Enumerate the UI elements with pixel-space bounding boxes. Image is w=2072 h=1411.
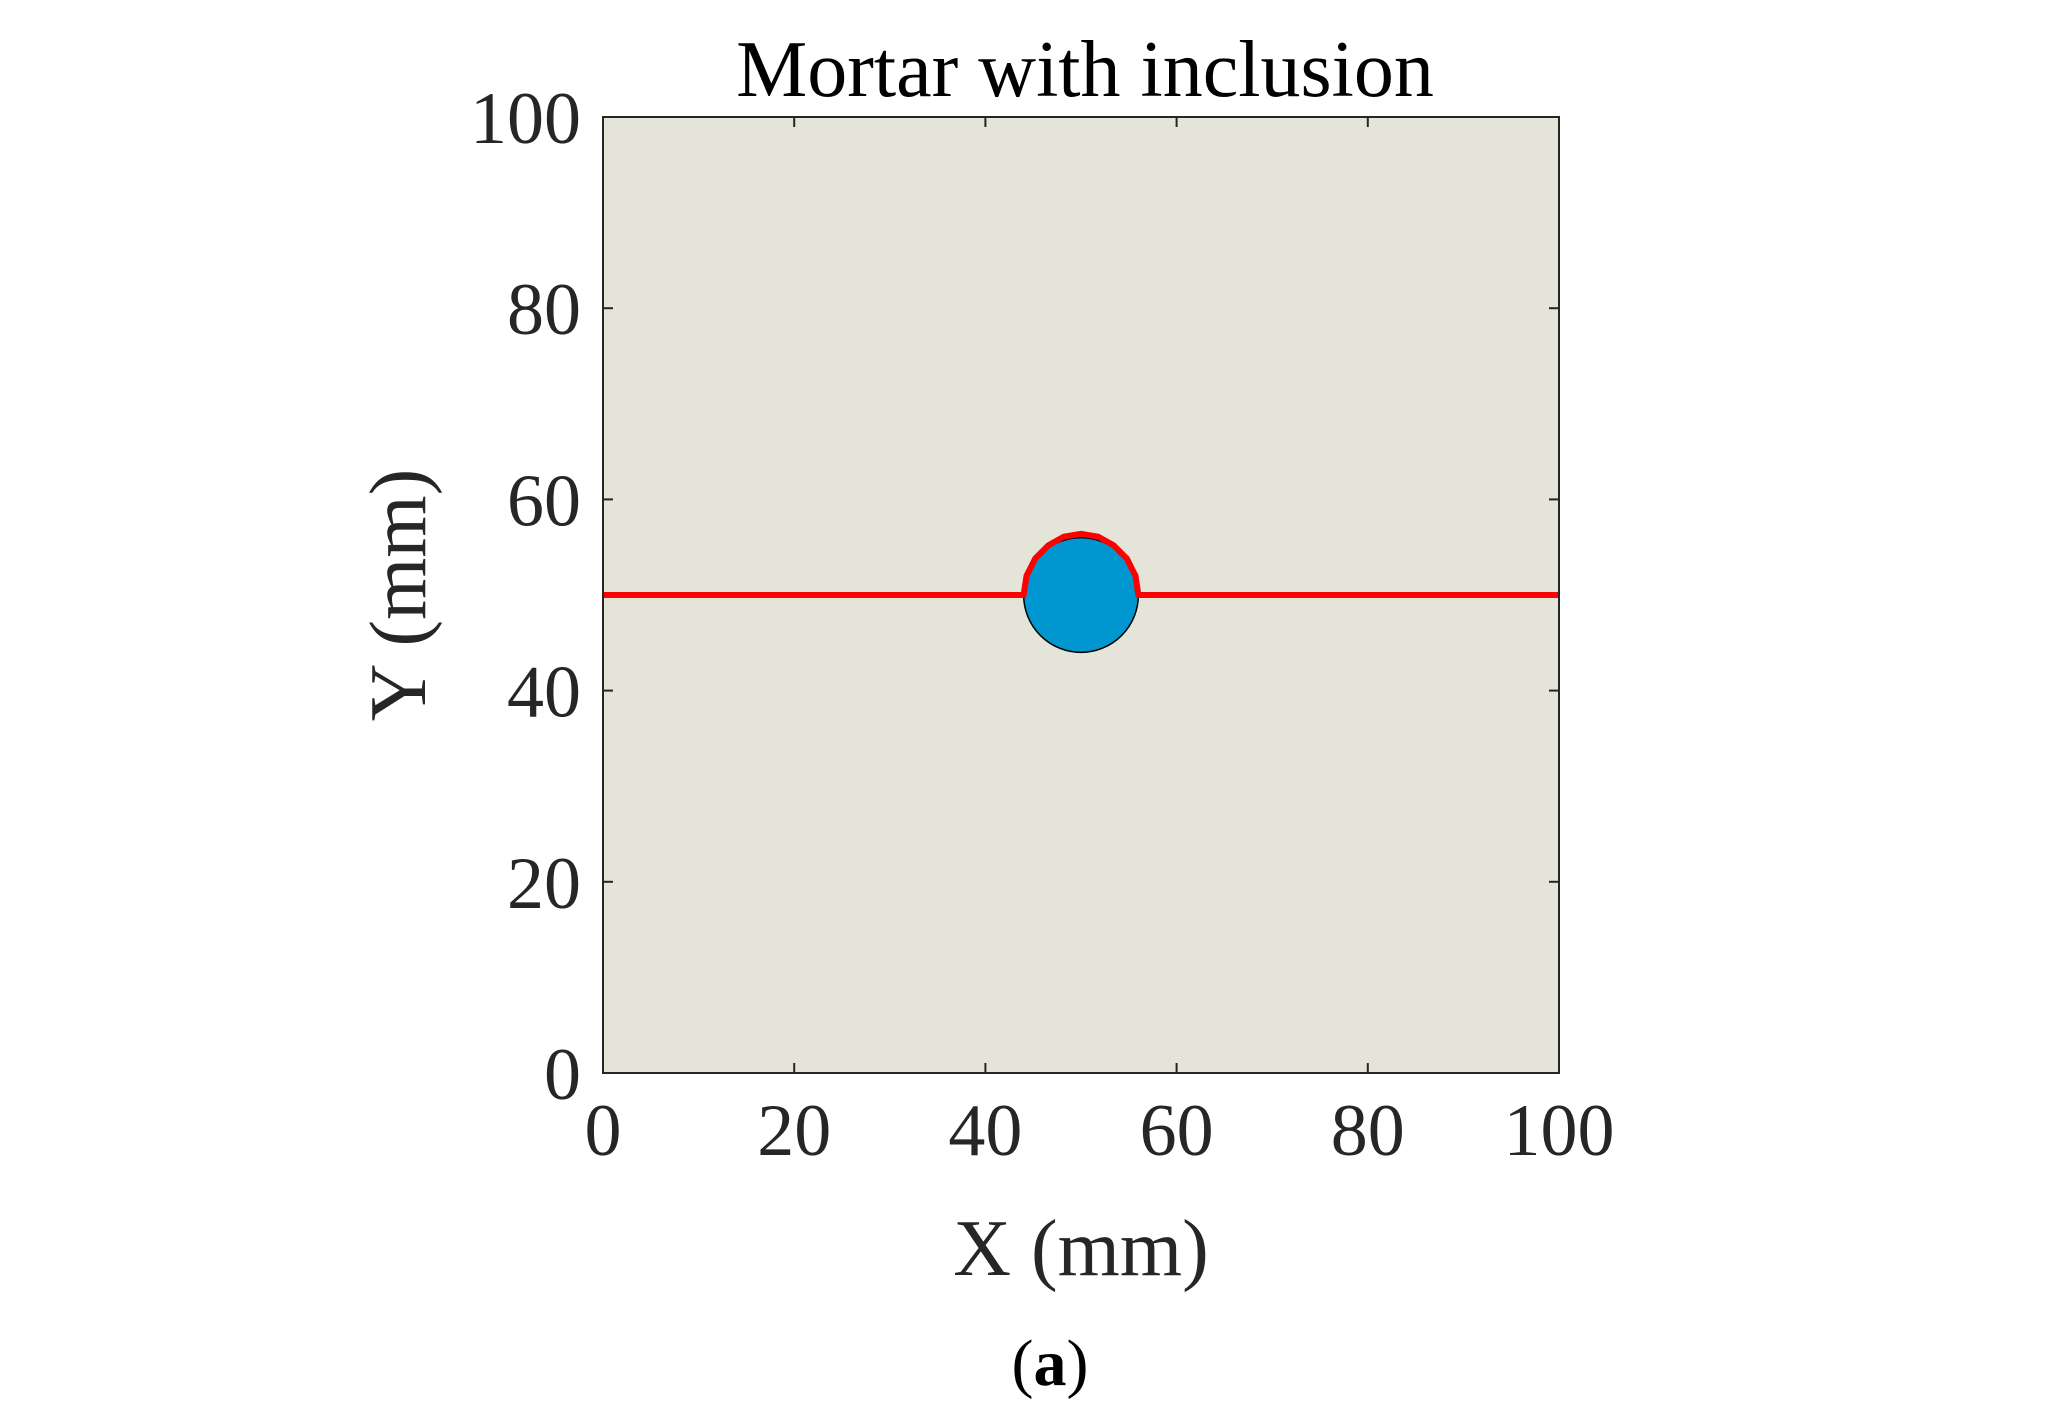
y-tick-label: 80 [507, 269, 581, 351]
y-tick-labels: 0 20 40 60 80 100 [470, 78, 581, 1116]
y-axis-label: Y (mm) [355, 469, 443, 722]
panel-label-open: ( [1012, 1327, 1034, 1400]
x-tick-label: 40 [948, 1090, 1022, 1172]
y-tick-label: 100 [470, 78, 581, 160]
x-tick-label: 20 [757, 1090, 831, 1172]
panel-label-letter: a [1034, 1327, 1067, 1400]
y-tick-label: 20 [507, 843, 581, 925]
x-tick-label: 100 [1504, 1090, 1615, 1172]
x-axis-label: X (mm) [953, 1205, 1209, 1293]
x-tick-label: 80 [1331, 1090, 1405, 1172]
x-tick-label: 60 [1140, 1090, 1214, 1172]
chart-title: Mortar with inclusion [736, 26, 1434, 114]
plot-frame [602, 116, 1560, 1074]
x-tick-label: 0 [585, 1090, 622, 1172]
panel-label: (a) [1012, 1327, 1089, 1400]
y-tick-label: 0 [544, 1034, 581, 1116]
crack-path-line [603, 530, 1559, 598]
x-tick-labels: 0 20 40 60 80 100 [585, 1090, 1615, 1172]
y-tick-label: 40 [507, 652, 581, 734]
y-tick-label: 60 [507, 460, 581, 542]
panel-label-close: ) [1067, 1327, 1089, 1400]
